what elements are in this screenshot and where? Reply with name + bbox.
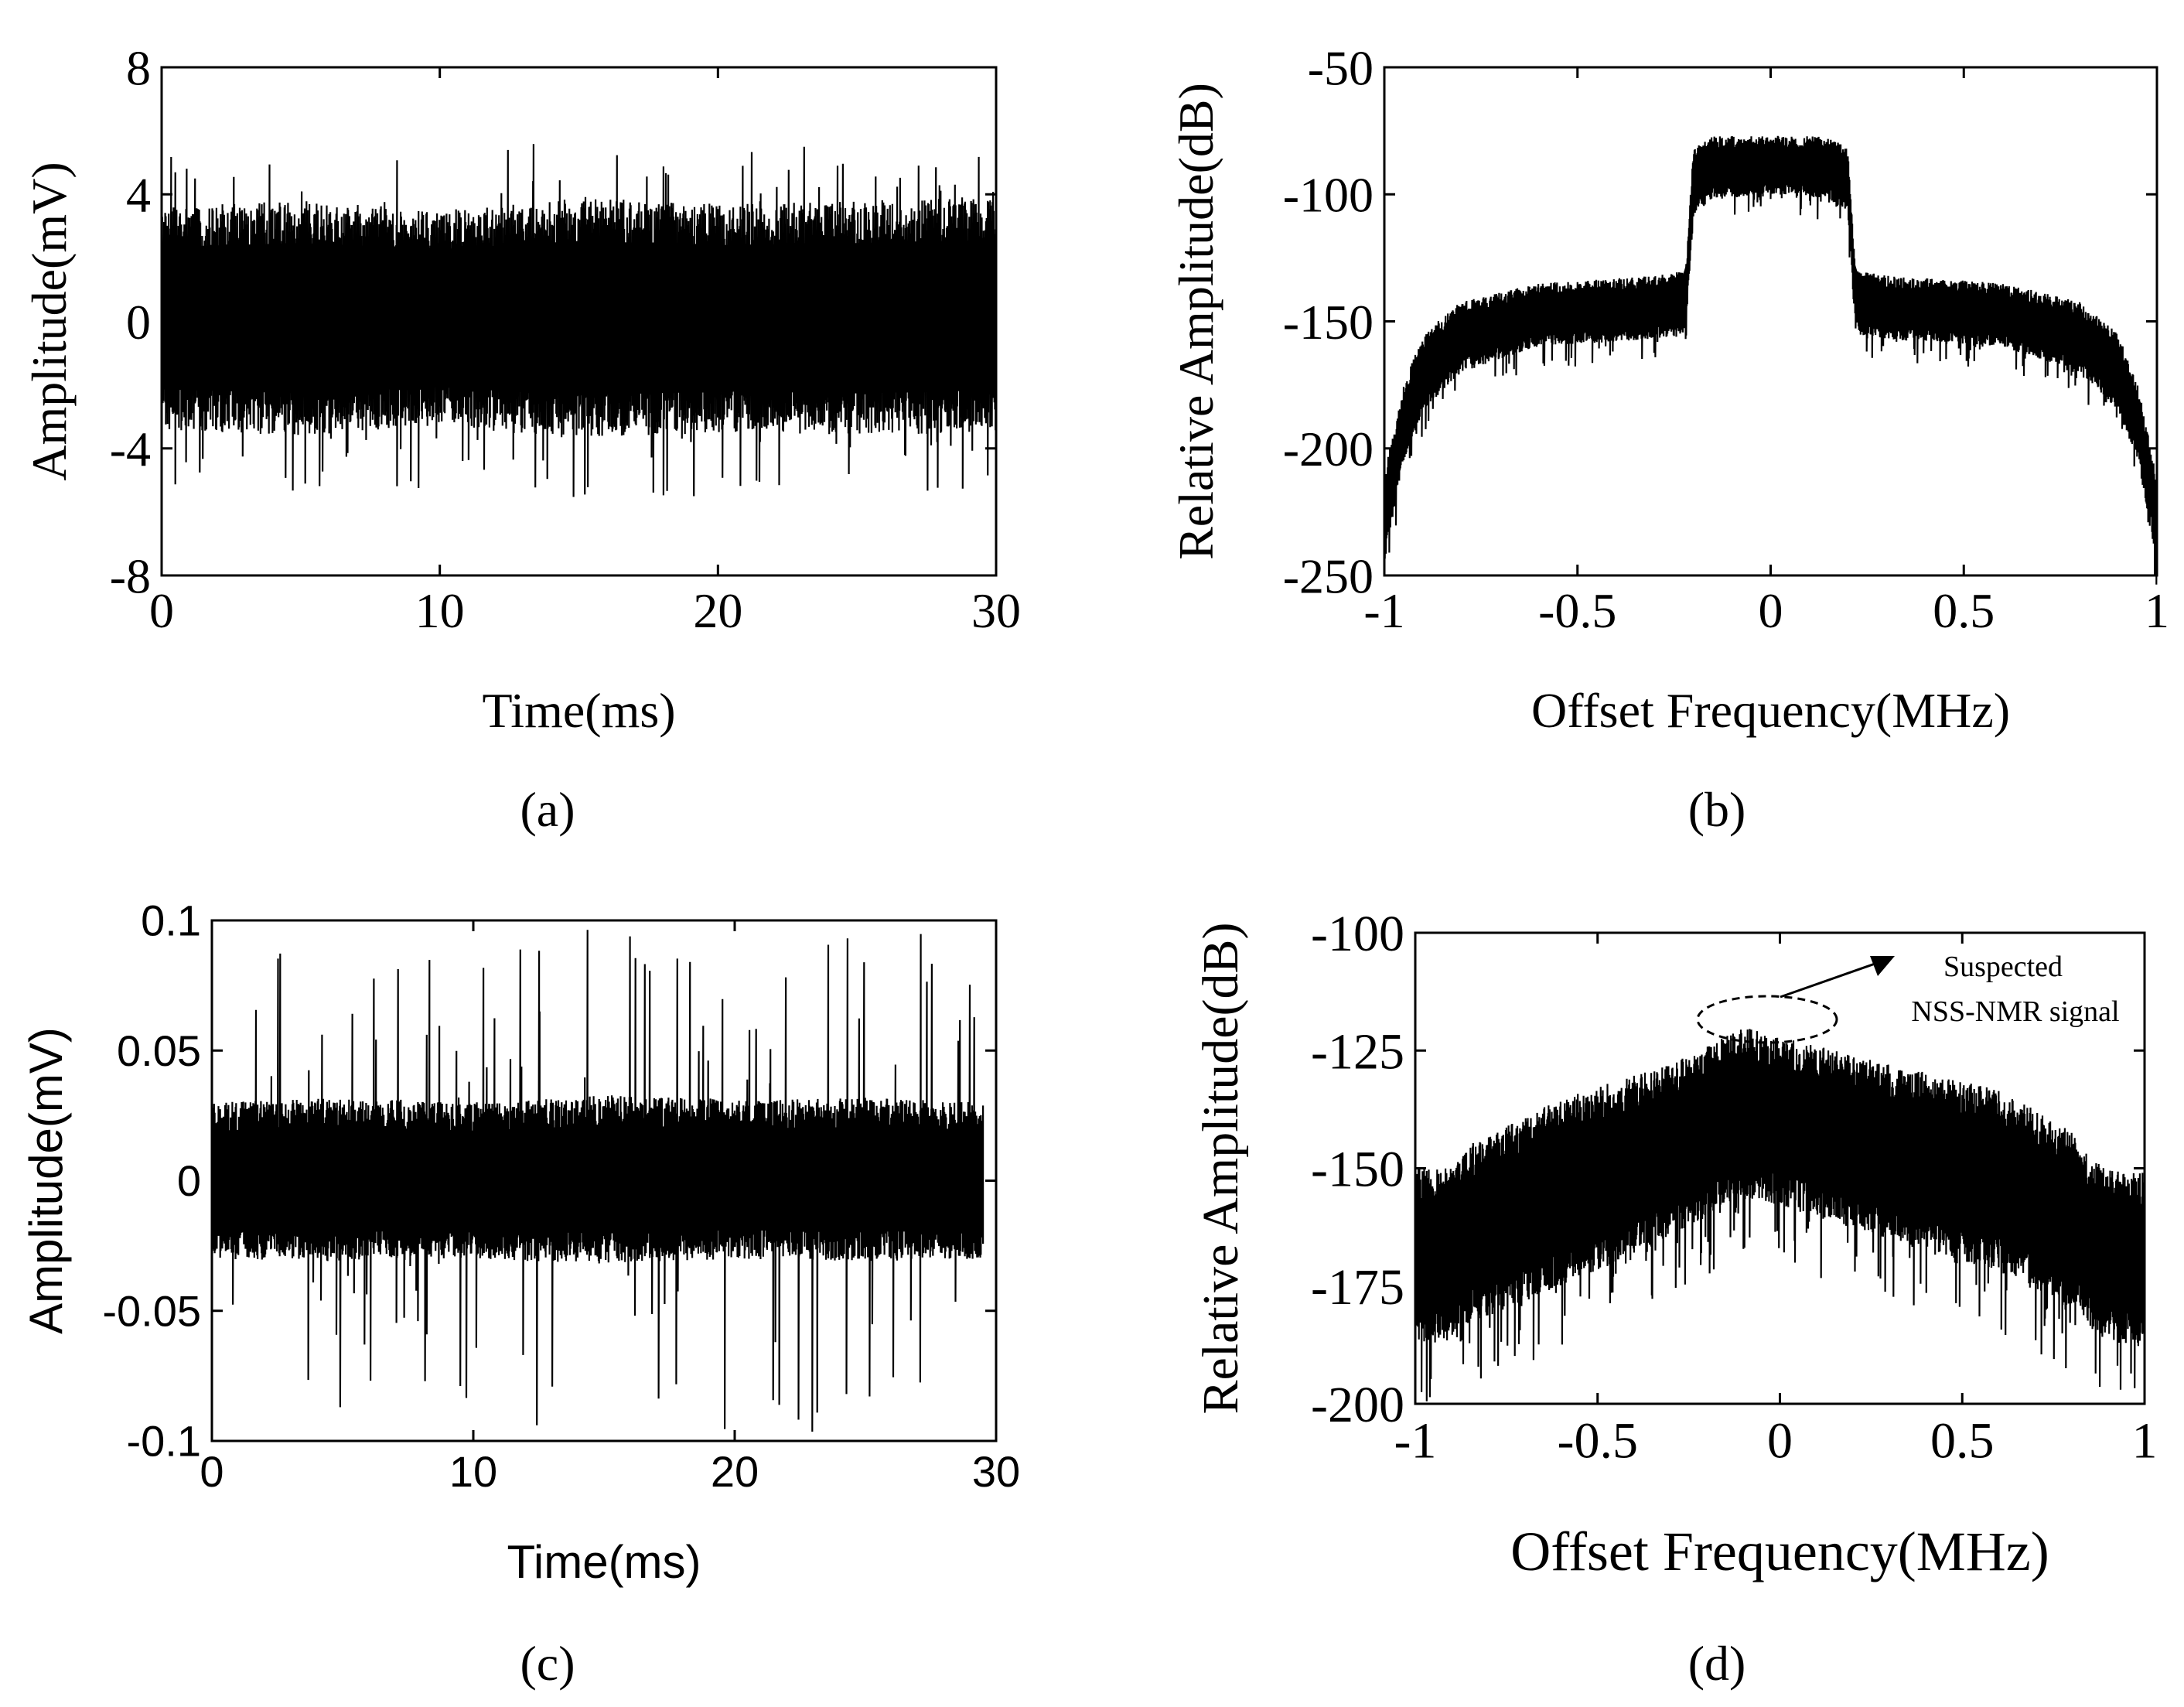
ytick-label: -200 [1311, 1377, 1404, 1433]
xtick-label: 0 [149, 583, 174, 638]
xtick-label: 0 [200, 1447, 224, 1496]
ytick-label: -150 [1311, 1142, 1404, 1198]
xlabel-c: Time(ms) [507, 1536, 701, 1588]
annotation-arrow [1780, 961, 1880, 999]
panel-label-c: (c) [520, 1636, 575, 1691]
xtick-label: 0.5 [1930, 1412, 1995, 1469]
ylabel-c: Amplitude(mV) [20, 1027, 72, 1334]
ytick-label: -4 [110, 422, 151, 476]
panel-a: 0 10 20 30 -8 -4 0 4 8 Time(ms) Amplitude(mV) (a… [22, 40, 1021, 837]
trace-d [1414, 1029, 2146, 1401]
xtick-label: 0 [1759, 583, 1783, 638]
ytick-label: -100 [1311, 906, 1404, 962]
xtick-label: 10 [449, 1447, 497, 1496]
ylabel-a: Amplitude(mV) [22, 162, 77, 480]
xtick-label: 30 [972, 1447, 1020, 1496]
annotation-line-2: NSS-NMR signal [1911, 995, 2119, 1028]
ytick-label: 0 [177, 1156, 201, 1205]
xtick-label: -0.5 [1558, 1412, 1638, 1469]
series-line-d [1414, 1029, 2146, 1401]
series-line-b [1383, 135, 2158, 585]
ytick-label: 0 [126, 295, 151, 350]
panel-d: -1 -0.5 0 0.5 1 -200 -175 -150 -125 -100 Offset F… [1193, 906, 2158, 1691]
panel-c: 0 10 20 30 -0.1 -0.05 0 0.05 0.1 Time(ms) Amplit… [20, 896, 1020, 1691]
ylabel-b: Relative Amplitude(dB) [1169, 83, 1223, 560]
annotation-arrowhead [1870, 956, 1895, 976]
xtick-label: 0.5 [1933, 583, 1995, 638]
xtick-label: 20 [693, 583, 742, 638]
ytick-label: -125 [1311, 1023, 1404, 1080]
xlabel-b: Offset Frequency(MHz) [1531, 683, 2010, 738]
ticks-c: 0 10 20 30 -0.1 -0.05 0 0.05 0.1 [102, 896, 1020, 1496]
ytick-label: -150 [1283, 295, 1374, 350]
ytick-label: 4 [126, 168, 151, 223]
xtick-label: 30 [971, 583, 1021, 638]
panel-label-b: (b) [1688, 782, 1746, 837]
ytick-label: -100 [1283, 168, 1374, 223]
ytick-label: -0.05 [102, 1286, 201, 1335]
trace-a [160, 144, 998, 497]
xtick-label: 10 [415, 583, 465, 638]
ticks-b: -1 -0.5 0 0.5 1 -250 -200 -150 -100 -50 [1283, 40, 2169, 638]
xlabel-d: Offset Frequency(MHz) [1510, 1521, 2049, 1582]
xtick-label: -1 [1394, 1412, 1437, 1469]
ytick-label: 0.05 [117, 1026, 201, 1075]
ytick-label: -200 [1283, 422, 1374, 476]
xtick-label: 0 [1767, 1412, 1793, 1469]
ytick-label: -175 [1311, 1259, 1404, 1316]
panel-label-a: (a) [520, 782, 575, 837]
ticks-d: -1 -0.5 0 0.5 1 -200 -175 -150 -125 -100 [1311, 906, 2157, 1469]
ticks-a: 0 10 20 30 -8 -4 0 4 8 [110, 40, 1021, 638]
panel-label-d: (d) [1688, 1636, 1746, 1691]
xtick-label: 20 [711, 1447, 759, 1496]
xlabel-a: Time(ms) [482, 683, 675, 738]
xtick-label: 1 [2145, 583, 2169, 638]
annotation-line-1: Suspected [1943, 951, 2063, 983]
ytick-label: -50 [1308, 40, 1374, 95]
ylabel-d: Relative Amplitude(dB) [1193, 922, 1249, 1414]
ytick-label: -8 [110, 548, 151, 603]
series-line-c [210, 930, 985, 1432]
series-line-a [160, 144, 998, 497]
ytick-label: -250 [1283, 548, 1374, 603]
xtick-label: -0.5 [1538, 583, 1616, 638]
ytick-label: 0.1 [141, 896, 201, 945]
trace-b [1383, 135, 2158, 585]
annotation-d: Suspected NSS-NMR signal [1696, 951, 2120, 1044]
trace-c [210, 930, 985, 1432]
xtick-label: 1 [2132, 1412, 2158, 1469]
ytick-label: 8 [126, 40, 151, 95]
xtick-label: -1 [1363, 583, 1404, 638]
panel-b: -1 -0.5 0 0.5 1 -250 -200 -150 -100 -50 Offset Fr… [1169, 40, 2169, 837]
ytick-label: -0.1 [127, 1417, 202, 1466]
annotation-ellipse [1696, 995, 1838, 1044]
